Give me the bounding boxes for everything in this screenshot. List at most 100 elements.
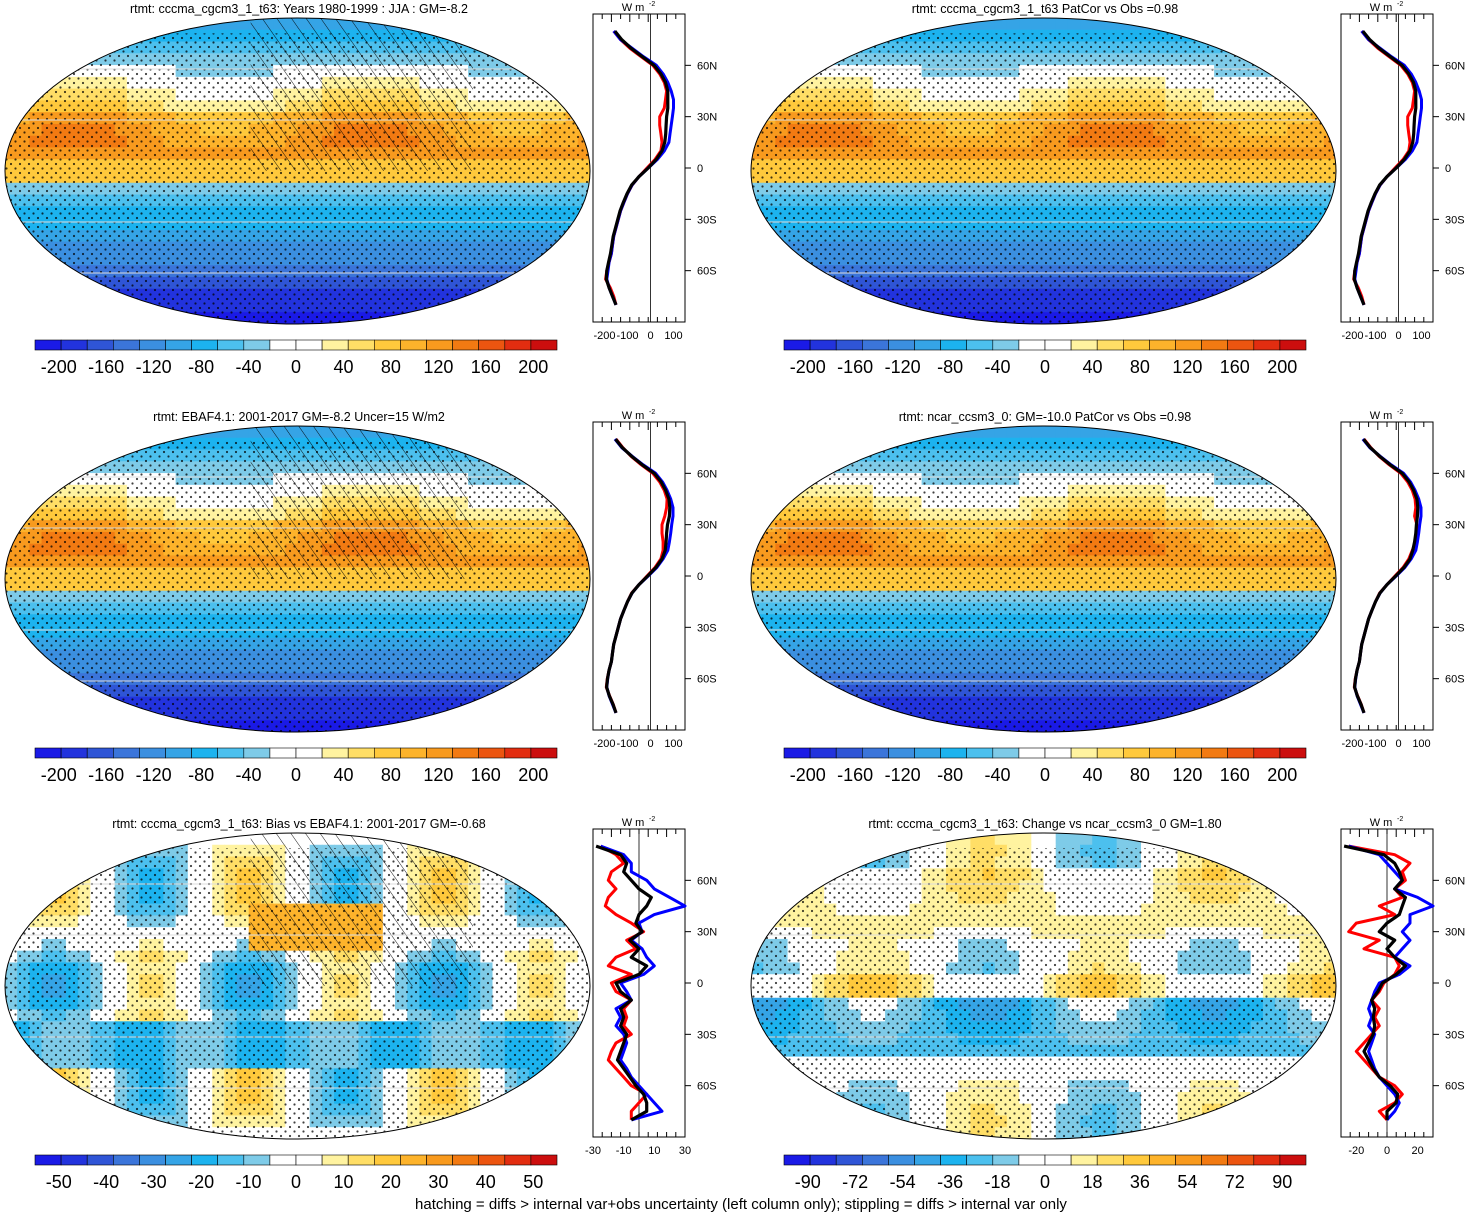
colorbar-tick-label: -50	[46, 1172, 72, 1192]
profile-lat-tick-label: 0	[697, 978, 703, 990]
panel-title: rtmt: cccma_cgcm3_1_t63 PatCor vs Obs =0…	[912, 2, 1178, 16]
profile-lat-tick-label: 30S	[697, 622, 717, 634]
profile-lat-tick-label: 60S	[697, 674, 717, 686]
colorbar-swatch	[400, 747, 427, 759]
colorbar-swatch	[835, 1154, 863, 1166]
colorbar-swatch	[217, 747, 245, 759]
colorbar-tick-label: 90	[1272, 1172, 1292, 1192]
profile-lat-tick-label: 30N	[697, 520, 717, 532]
profile-x-tick-label: 0	[1395, 738, 1401, 750]
profile-series-line	[1353, 438, 1420, 714]
colorbar-swatch	[835, 747, 863, 759]
profile-lat-tick-label: 0	[1445, 163, 1451, 175]
colorbar-swatch	[1018, 339, 1046, 351]
colorbar: -200 -160 -120 -80 -40 0 40 80 120 160 200	[34, 747, 558, 785]
profile-unit-exponent: -2	[1397, 816, 1403, 823]
colorbar-swatch	[217, 1154, 245, 1166]
colorbar-swatch	[1018, 1154, 1046, 1166]
colorbar-tick-label: 160	[471, 765, 501, 785]
profile-unit-label: W m	[1370, 410, 1393, 422]
colorbar-swatch	[783, 1154, 811, 1166]
colorbar-swatch	[861, 747, 889, 759]
colorbar-swatch	[86, 747, 114, 759]
profile-lat-tick-label: 30S	[1445, 622, 1465, 634]
colorbar-swatch	[269, 1154, 297, 1166]
map-outline	[750, 832, 1337, 1140]
colorbar-tick-label: -36	[937, 1172, 963, 1192]
profile-x-tick-label: 100	[1412, 330, 1430, 342]
panel-5: rtmt: cccma_cgcm3_1_t63: Bias vs EBAF4.1…	[4, 816, 717, 1192]
colorbar-swatch	[478, 747, 506, 759]
colorbar-tick-label: -40	[985, 357, 1011, 377]
colorbar-swatch	[530, 339, 558, 351]
colorbar-tick-label: 0	[1040, 765, 1050, 785]
colorbar-tick-label: -160	[88, 357, 124, 377]
colorbar-swatch	[243, 1154, 271, 1166]
colorbar-swatch	[1096, 1154, 1124, 1166]
colorbar-tick-label: -200	[790, 765, 826, 785]
profile-x-tick-label: 0	[1395, 330, 1401, 342]
colorbar-tick-label: -40	[236, 765, 262, 785]
colorbar-swatch	[966, 339, 994, 351]
colorbar-swatch	[1253, 747, 1281, 759]
profile-lat-tick-label: 60S	[1445, 1081, 1465, 1093]
colorbar-swatch	[1018, 747, 1046, 759]
colorbar-swatch	[1149, 339, 1176, 351]
colorbar-swatch	[1070, 339, 1098, 351]
footer-note: hatching = diffs > internal var+obs unce…	[415, 1196, 1067, 1213]
colorbar-swatch	[940, 1154, 967, 1166]
profile-lat-tick-label: 60N	[1445, 60, 1465, 72]
colorbar-tick-label: 200	[1267, 765, 1297, 785]
colorbar-swatch	[269, 747, 297, 759]
colorbar-swatch	[347, 747, 375, 759]
colorbar-tick-label: 160	[1220, 357, 1250, 377]
colorbar-tick-label: -200	[41, 765, 77, 785]
colorbar-swatch	[914, 1154, 941, 1166]
map-field	[5, 833, 590, 1139]
colorbar-tick-label: 0	[1040, 1172, 1050, 1192]
colorbar-swatch	[1123, 339, 1150, 351]
colorbar-tick-label: -120	[136, 765, 172, 785]
zonal-profile: W m -2 60N 30N 0 30S 60S -200 -100 0 100	[1340, 1, 1465, 342]
colorbar-swatch	[478, 339, 506, 351]
colorbar-swatch	[86, 339, 114, 351]
profile-series-line	[1353, 438, 1423, 714]
profile-series-line	[605, 438, 675, 714]
colorbar: -50 -40 -30 -20 -10 0 10 20 30 40 50	[34, 1154, 558, 1192]
profile-series-line	[1352, 30, 1418, 306]
colorbar-tick-label: 120	[1172, 765, 1202, 785]
colorbar-tick-label: 120	[1172, 357, 1202, 377]
colorbar-swatch	[1175, 339, 1202, 351]
colorbar-tick-label: 0	[1040, 357, 1050, 377]
colorbar-swatch	[139, 339, 166, 351]
colorbar: -200 -160 -120 -80 -40 0 40 80 120 160 200	[783, 339, 1307, 377]
map-outline	[4, 17, 591, 325]
profile-x-tick-label: 0	[1384, 1145, 1390, 1157]
colorbar-tick-label: -80	[188, 357, 214, 377]
colorbar-swatch	[191, 1154, 219, 1166]
colorbar-swatch	[113, 747, 140, 759]
colorbar-swatch	[966, 747, 994, 759]
colorbar-tick-label: 80	[1130, 357, 1150, 377]
colorbar-swatch	[60, 339, 88, 351]
profile-series-line	[1343, 844, 1407, 1120]
colorbar-tick-label: 50	[523, 1172, 543, 1192]
colorbar-tick-label: -160	[88, 765, 124, 785]
profile-series-line	[595, 844, 653, 1122]
profile-series-line	[604, 30, 669, 306]
map-outline	[750, 425, 1337, 733]
colorbar-tick-label: -120	[885, 765, 921, 785]
profile-x-tick-label: -100	[616, 330, 638, 342]
colorbar-tick-label: 80	[1130, 765, 1150, 785]
colorbar-swatch	[1279, 1154, 1307, 1166]
colorbar-swatch	[1044, 339, 1072, 351]
map-outline	[4, 832, 591, 1140]
colorbar-swatch	[940, 339, 967, 351]
colorbar-tick-label: 200	[518, 357, 548, 377]
colorbar-swatch	[1149, 1154, 1176, 1166]
colorbar-swatch	[478, 1154, 506, 1166]
profile-lat-tick-label: 30N	[1445, 520, 1465, 532]
colorbar-swatch	[1175, 747, 1202, 759]
colorbar-tick-label: 18	[1082, 1172, 1102, 1192]
zonal-profile: W m -2 60N 30N 0 30S 60S -20 0 20	[1340, 816, 1465, 1157]
